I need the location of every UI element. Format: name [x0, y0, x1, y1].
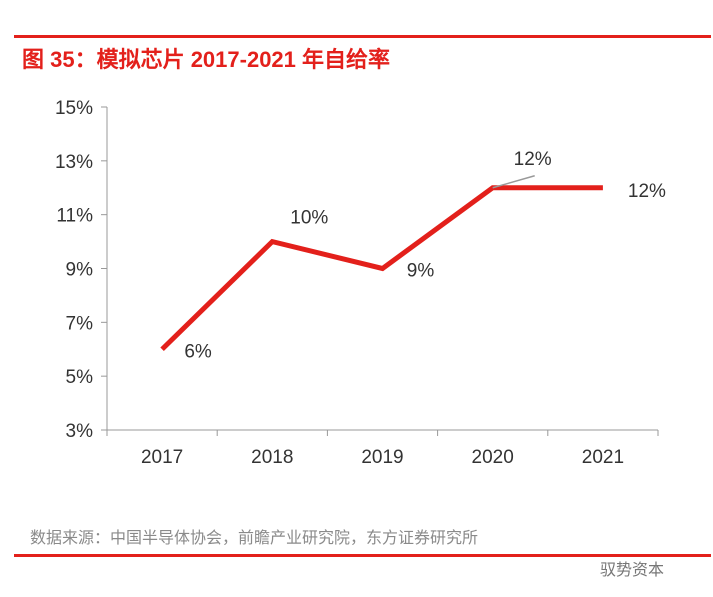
- series-line: [160, 185, 603, 352]
- y-tick-label: 7%: [66, 313, 94, 334]
- x-tick-label: 2018: [251, 447, 293, 468]
- watermark: 驭势资本: [600, 562, 665, 579]
- title-rule-top: [14, 35, 711, 38]
- data-label: 6%: [184, 341, 212, 362]
- y-tick-label: 5%: [66, 367, 94, 388]
- footer-rule: [14, 554, 711, 557]
- data-label: 10%: [290, 208, 328, 229]
- y-tick-label: 9%: [66, 260, 94, 281]
- x-tick-label: 2019: [361, 447, 403, 468]
- data-source: 数据来源：中国半导体协会，前瞻产业研究院，东方证券研究所: [30, 530, 479, 547]
- y-tick-label: 3%: [66, 421, 94, 442]
- data-label: 9%: [407, 261, 435, 282]
- data-label: 12%: [628, 181, 666, 202]
- data-label-leader: [492, 175, 535, 189]
- chart-title: 图 35：模拟芯片 2017-2021 年自给率: [22, 47, 391, 72]
- y-tick-label: 11%: [56, 206, 93, 227]
- x-tick-label: 2017: [141, 447, 183, 468]
- data-label: 12%: [514, 149, 552, 170]
- x-tick-label: 2021: [582, 447, 624, 468]
- y-tick-label: 15%: [55, 98, 93, 119]
- y-tick-label: 13%: [55, 152, 93, 173]
- x-tick-label: 2020: [472, 447, 514, 468]
